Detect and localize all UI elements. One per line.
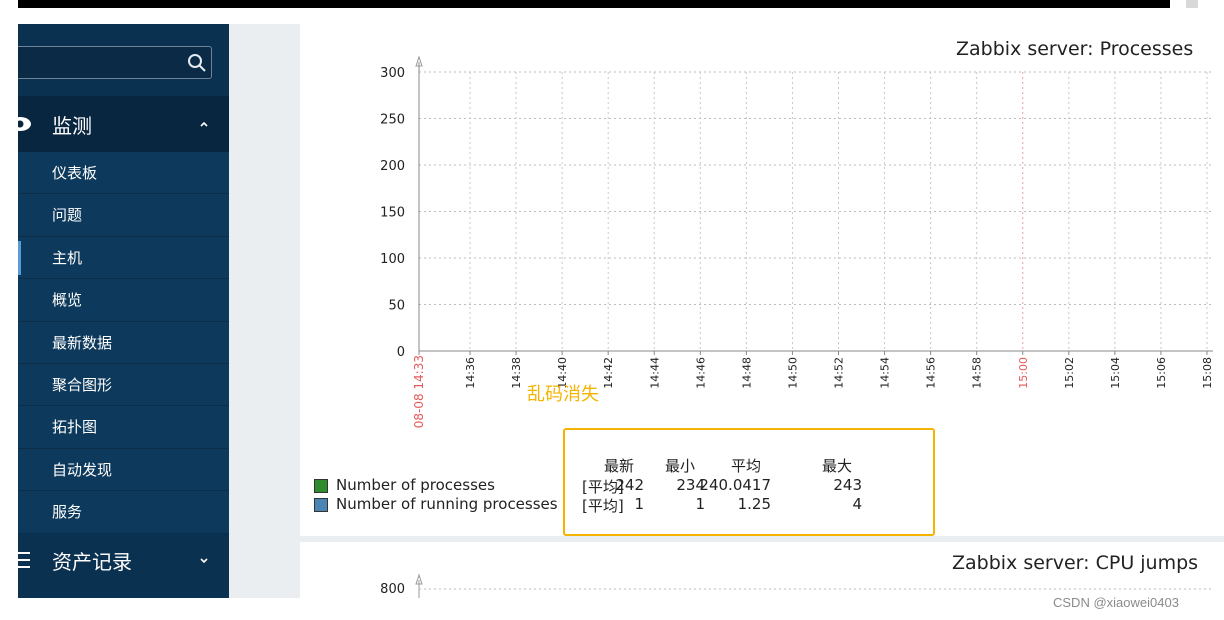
annotation-note: 乱码消失: [527, 384, 599, 405]
window-top-bar: [18, 0, 1170, 8]
nav-monitoring-label: 监测: [52, 113, 92, 138]
legend-value-max: 4: [852, 495, 862, 513]
sidebar-item[interactable]: 服务: [18, 491, 229, 534]
legend-series-name: Number of processes: [336, 476, 495, 494]
legend-color-swatch: [314, 479, 328, 493]
content-gutter: [229, 24, 300, 598]
sidebar-item[interactable]: 主机: [18, 236, 229, 280]
sidebar-item[interactable]: 自动发现: [18, 448, 229, 492]
nav-monitoring[interactable]: 监测: [18, 96, 229, 152]
legend-value-latest: 242: [615, 476, 644, 494]
legend-column-header: 最新: [603, 457, 634, 475]
chevron-down-icon[interactable]: [198, 554, 210, 566]
watermark: CSDN @xiaowei0403: [1053, 595, 1179, 610]
sidebar-item[interactable]: 概览: [18, 279, 229, 322]
nav-inventory-label: 资产记录: [52, 549, 132, 574]
legend-value-latest: 1: [634, 495, 644, 513]
monitoring-submenu: 仪表板 问题 主机 概览 最新数据 聚合图形 拓扑图 自动发现 服务: [18, 152, 229, 534]
graph-title-cpu: Zabbix server: CPU jumps: [952, 552, 1199, 574]
legend-column-header: 最小: [664, 457, 695, 475]
sidebar: 监测 仪表板 问题 主机 概览 最新数据 聚合图形 拓扑图 自动发现 服务 资产记录: [18, 24, 229, 598]
chevron-up-icon[interactable]: [198, 118, 210, 130]
legend-value-avg: 240.0417: [699, 476, 771, 494]
legend-color-swatch: [314, 498, 328, 512]
sidebar-item[interactable]: 聚合图形: [18, 363, 229, 407]
legend-value-avg: 1.25: [737, 495, 771, 513]
legend-column-header: 平均: [730, 457, 761, 475]
search-icon[interactable]: [186, 52, 208, 74]
top-scrollbar[interactable]: [1186, 0, 1198, 8]
sidebar-item[interactable]: 最新数据: [18, 321, 229, 364]
sidebar-item[interactable]: 拓扑图: [18, 406, 229, 449]
legend-row: Number of processes [平均] 242 234 240.0417 243: [314, 476, 914, 496]
graph-title: Zabbix server: Processes: [956, 38, 1194, 60]
legend-function: [平均]: [582, 478, 624, 496]
legend-value-max: 243: [833, 476, 862, 494]
legend-function: [平均]: [582, 497, 624, 515]
search-input[interactable]: [18, 46, 212, 79]
eye-icon: [18, 117, 31, 131]
graph-separator: [300, 536, 1224, 542]
legend-column-header: 最大: [821, 457, 852, 475]
legend-value-min: 234: [676, 476, 705, 494]
sidebar-item[interactable]: 问题: [18, 194, 229, 237]
graph-panel: [300, 24, 1224, 598]
legend-row: Number of running processes [平均] 1 1 1.25 4: [314, 495, 914, 515]
legend-series-name: Number of running processes: [336, 495, 558, 513]
sidebar-item[interactable]: 仪表板: [18, 152, 229, 195]
annotation-highlight-box: [563, 428, 935, 536]
list-icon: [18, 552, 30, 568]
nav-inventory[interactable]: 资产记录: [18, 532, 229, 588]
legend-value-min: 1: [695, 495, 705, 513]
